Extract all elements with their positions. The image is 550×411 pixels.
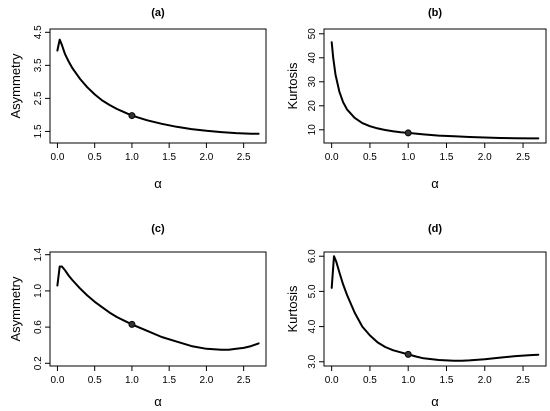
plot-frame bbox=[323, 251, 547, 367]
x-tick-label: 0.5 bbox=[88, 152, 102, 163]
x-tick-label: 2.0 bbox=[199, 152, 213, 163]
y-ticks: 3.0 4.0 5.0 6.0 bbox=[307, 249, 324, 369]
y-tick-label: 4.0 bbox=[307, 319, 318, 333]
highlight-point bbox=[128, 320, 136, 328]
x-axis-label: α bbox=[431, 394, 439, 409]
series-line bbox=[330, 41, 540, 140]
y-tick-label: 1.4 bbox=[33, 247, 44, 261]
panel-b: (b) α Kurtosis 0.0 0.5 1.0 1.5 2.0 2.5 10 20 30… bbox=[285, 7, 547, 191]
x-tick-label: 0.5 bbox=[88, 375, 102, 386]
plot-frame bbox=[49, 251, 267, 367]
x-tick-label: 1.0 bbox=[125, 375, 139, 386]
y-ticks: 0.2 0.6 1.0 1.4 bbox=[33, 247, 50, 370]
y-tick-label: 30 bbox=[307, 76, 318, 88]
x-tick-label: 2.5 bbox=[516, 152, 530, 163]
plot-frame bbox=[49, 28, 267, 144]
panel-a: (a) α Asymmetry 0.0 0.5 1.0 1.5 2.0 2.5 1.5 2.… bbox=[8, 7, 267, 191]
y-axis-label: Asymmetry bbox=[8, 276, 23, 342]
y-axis-label: Asymmetry bbox=[8, 53, 23, 119]
series-line bbox=[56, 38, 260, 135]
series-line bbox=[56, 265, 260, 351]
panel-c: (c) α Asymmetry 0.0 0.5 1.0 1.5 2.0 2.5 0.20.… bbox=[8, 223, 267, 409]
x-tick-label: 1.5 bbox=[440, 152, 454, 163]
y-tick-label: 5.0 bbox=[307, 284, 318, 298]
x-tick-label: 1.5 bbox=[162, 152, 176, 163]
x-tick-label: 1.5 bbox=[162, 375, 176, 386]
y-tick-label: 20 bbox=[307, 100, 318, 112]
x-axis-label: α bbox=[154, 394, 162, 409]
x-ticks: 0.0 0.5 1.0 1.5 2.0 2.5 bbox=[325, 143, 530, 163]
x-tick-label: 2.5 bbox=[516, 375, 530, 386]
x-tick-label: 2.5 bbox=[237, 375, 251, 386]
x-tick-label: 0.5 bbox=[363, 152, 377, 163]
y-tick-label: 10 bbox=[307, 124, 318, 136]
x-tick-label: 1.0 bbox=[401, 375, 415, 386]
series-line bbox=[330, 255, 540, 362]
x-ticks: 0.0 0.5 1.0 1.5 2.0 2.5 bbox=[50, 366, 251, 386]
y-tick-label: 2.5 bbox=[33, 91, 44, 105]
y-ticks: 1.5 2.5 3.5 4.5 bbox=[33, 25, 50, 138]
x-tick-label: 1.5 bbox=[440, 375, 454, 386]
panel-title: (b) bbox=[428, 7, 442, 19]
x-axis-label: α bbox=[431, 176, 439, 191]
panel-title: (a) bbox=[151, 7, 165, 19]
y-tick-label: 3.5 bbox=[33, 58, 44, 72]
panel-title: (d) bbox=[428, 223, 442, 235]
y-tick-label: 4.5 bbox=[33, 25, 44, 39]
x-tick-label: 2.0 bbox=[478, 152, 492, 163]
x-tick-label: 0.5 bbox=[363, 375, 377, 386]
y-tick-label: 0.2 bbox=[33, 356, 44, 370]
y-axis-label: Kurtosis bbox=[285, 62, 300, 109]
y-tick-label: 1.0 bbox=[33, 284, 44, 298]
highlight-point bbox=[128, 112, 136, 120]
panel-d: (d) α Kurtosis 0.0 0.5 1.0 1.5 2.0 2.5 3.0 4.0… bbox=[285, 223, 547, 409]
x-tick-label: 2.0 bbox=[478, 375, 492, 386]
y-tick-label: 50 bbox=[307, 28, 318, 40]
x-ticks: 0.0 0.5 1.0 1.5 2.0 2.5 bbox=[325, 366, 530, 386]
x-tick-label: 0.0 bbox=[50, 152, 64, 163]
y-axis-label: Kurtosis bbox=[285, 285, 300, 332]
y-tick-label: 6.0 bbox=[307, 249, 318, 263]
x-axis-label: α bbox=[154, 176, 162, 191]
panel-title: (c) bbox=[151, 223, 165, 235]
y-ticks: 10 20 30 40 50 bbox=[307, 28, 324, 136]
x-tick-label: 1.0 bbox=[401, 152, 415, 163]
y-tick-label: 40 bbox=[307, 52, 318, 64]
x-tick-label: 0.0 bbox=[325, 375, 339, 386]
x-tick-label: 0.0 bbox=[325, 152, 339, 163]
y-tick-label: 1.5 bbox=[33, 124, 44, 138]
x-tick-label: 2.0 bbox=[199, 375, 213, 386]
highlight-point bbox=[404, 129, 412, 137]
x-tick-label: 0.0 bbox=[50, 375, 64, 386]
x-ticks: 0.0 0.5 1.0 1.5 2.0 2.5 bbox=[50, 143, 251, 163]
x-tick-label: 1.0 bbox=[125, 152, 139, 163]
y-tick-label: 0.6 bbox=[33, 320, 44, 334]
highlight-point bbox=[404, 350, 412, 358]
y-tick-label: 3.0 bbox=[307, 354, 318, 368]
x-tick-label: 2.5 bbox=[237, 152, 251, 163]
plot-frame bbox=[323, 28, 547, 144]
